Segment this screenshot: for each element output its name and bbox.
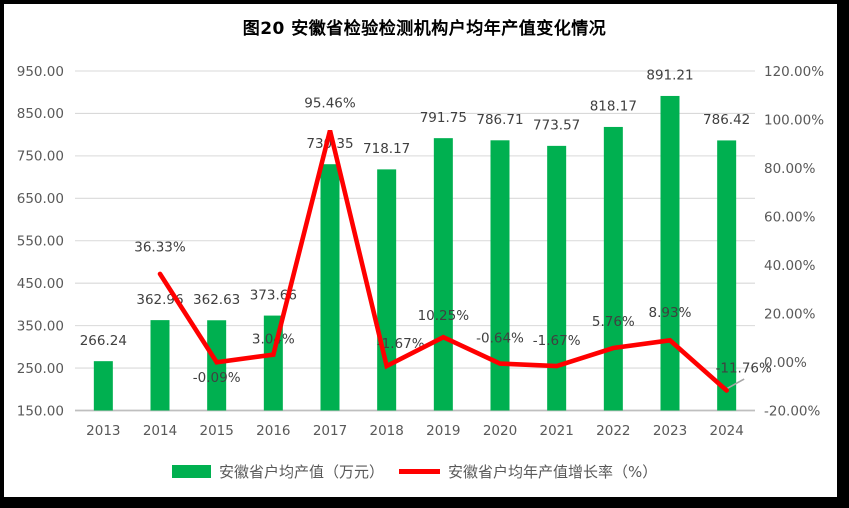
growth-label-2014: 36.33% [134, 240, 186, 256]
x-axis-label-2023: 2023 [653, 423, 687, 439]
growth-label-2024: -11.76% [715, 360, 772, 376]
growth-label-2019: 10.25% [418, 308, 470, 324]
legend-line-swatch[interactable] [399, 469, 441, 474]
bar-2019[interactable] [433, 138, 453, 411]
left-axis-tick-150.00: 150.00 [17, 403, 64, 419]
bar-2014[interactable] [150, 320, 170, 411]
growth-label-2016: 3.04% [252, 331, 295, 347]
right-axis-tick--20.00%: -20.00% [764, 403, 821, 419]
left-axis-tick-350.00: 350.00 [17, 318, 64, 334]
growth-label-2018: -1.67% [377, 336, 425, 352]
x-axis-label-2017: 2017 [313, 423, 347, 439]
right-axis-tick-60.00%: 60.00% [764, 209, 816, 225]
x-axis-label-2021: 2021 [539, 423, 573, 439]
x-axis-label-2014: 2014 [143, 423, 177, 439]
x-axis-label-2015: 2015 [199, 423, 233, 439]
x-axis-label-2016: 2016 [256, 423, 290, 439]
value-label-2021: 773.57 [533, 118, 580, 134]
value-label-2019: 791.75 [420, 110, 467, 126]
value-label-2015: 362.63 [193, 292, 240, 308]
legend-bar-swatch[interactable] [172, 465, 211, 478]
left-axis-tick-250.00: 250.00 [17, 361, 64, 377]
growth-label-2023: 8.93% [649, 305, 692, 321]
frame-border-bottom [0, 497, 849, 508]
growth-label-2020: -0.64% [476, 330, 524, 346]
left-axis-tick-650.00: 650.00 [17, 191, 64, 207]
bar-2021[interactable] [547, 145, 567, 411]
left-axis-tick-950.00: 950.00 [17, 64, 64, 80]
value-label-2013: 266.24 [80, 333, 127, 349]
value-label-2023: 891.21 [646, 68, 693, 84]
x-axis-label-2019: 2019 [426, 423, 460, 439]
frame-border-top [0, 0, 849, 4]
x-axis-label-2024: 2024 [709, 423, 743, 439]
right-axis-tick-0.00%: 0.00% [764, 355, 807, 371]
right-axis-tick-120.00%: 120.00% [764, 64, 824, 80]
legend: 安徽省户均产值（万元） 安徽省户均年产值增长率（%） [172, 461, 657, 482]
x-axis-label-2018: 2018 [369, 423, 403, 439]
leader-line [724, 378, 745, 391]
value-label-2018: 718.17 [363, 141, 410, 157]
bar-2020[interactable] [490, 140, 510, 411]
x-axis-label-2013: 2013 [86, 423, 120, 439]
growth-label-2022: 5.76% [592, 314, 635, 330]
value-label-2022: 818.17 [590, 99, 637, 115]
legend-line-label: 安徽省户均年产值增长率（%） [448, 463, 658, 481]
bar-2017[interactable] [320, 164, 340, 411]
left-axis-tick-850.00: 850.00 [17, 106, 64, 122]
frame-border-left [0, 0, 4, 508]
bar-2023[interactable] [660, 95, 680, 411]
left-axis-tick-750.00: 750.00 [17, 149, 64, 165]
bar-2018[interactable] [377, 169, 397, 411]
value-label-2024: 786.42 [703, 112, 750, 128]
growth-label-2015: -0.09% [193, 370, 241, 386]
legend-bar-label: 安徽省户均产值（万元） [219, 463, 385, 481]
growth-rate-line[interactable] [157, 129, 729, 393]
right-axis-tick-20.00%: 20.00% [764, 306, 816, 322]
right-axis-tick-40.00%: 40.00% [764, 258, 816, 274]
right-axis-tick-100.00%: 100.00% [764, 112, 824, 128]
x-axis-label-2020: 2020 [483, 423, 517, 439]
value-label-2017: 730.35 [306, 136, 353, 152]
frame-border-right [837, 0, 849, 508]
x-axis-label-2022: 2022 [596, 423, 630, 439]
left-axis-tick-550.00: 550.00 [17, 234, 64, 250]
growth-label-2017: 95.46% [304, 95, 356, 111]
bar-2015[interactable] [207, 320, 227, 411]
left-axis-tick-450.00: 450.00 [17, 276, 64, 292]
growth-label-2021: -1.67% [533, 333, 581, 349]
bar-2024[interactable] [717, 140, 737, 411]
bar-2022[interactable] [603, 126, 623, 411]
value-label-2020: 786.71 [476, 112, 523, 128]
chart-title: 图20 安徽省检验检测机构户均年产值变化情况 [242, 19, 607, 39]
right-axis-tick-80.00%: 80.00% [764, 161, 816, 177]
bar-2013[interactable] [93, 361, 113, 411]
